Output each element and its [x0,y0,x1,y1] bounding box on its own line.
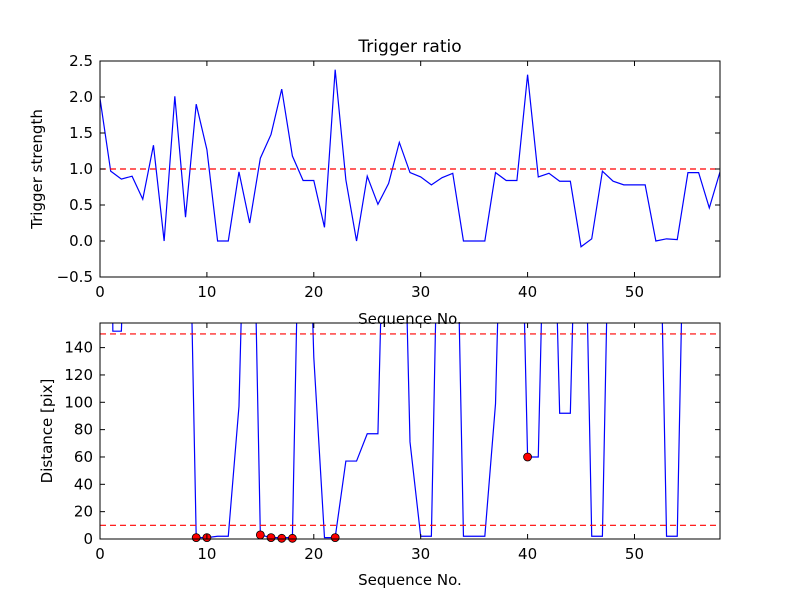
y-tick-label: 140 [64,339,93,357]
y-tick-label: 1.0 [69,160,93,178]
plot-area: 0 10 20 30 40 50 −0.5 0.0 0.5 1.0 1.5 2.0 2.5 [57,52,721,301]
y-tick-label: 2.0 [69,88,93,106]
series-line [112,323,683,539]
x-tick-label: 50 [625,545,644,563]
data-point [277,533,287,543]
x-axis-label: Sequence No. [358,571,462,589]
y-tick-label: 1.5 [69,124,93,142]
x-tick-label: 20 [304,545,323,563]
x-tick-label: 50 [625,283,644,301]
x-tick-label: 20 [304,283,323,301]
x-tick-label: 40 [518,545,537,563]
y-tick-label: −0.5 [57,268,93,286]
y-tick-label: 0 [83,530,93,548]
x-axis-label: Sequence No. [358,310,462,328]
trigger-ratio-chart: Trigger ratio Trigger strength Sequence … [28,37,721,328]
y-axis-label: Trigger strength [28,109,46,230]
series-line [100,69,720,248]
data-layer [100,323,720,539]
x-tick-label: 0 [95,283,105,301]
data-point [266,533,276,543]
data-point [330,533,340,543]
y-tick-label: 80 [74,421,93,439]
data-point [191,533,201,543]
y-axis-label: Distance [pix] [38,379,56,484]
y-tick-label: 60 [74,448,93,466]
distance-chart: Distance [pix] Sequence No. 0 10 20 30 40 500… [38,322,721,589]
y-tick-label: 0.0 [69,232,93,250]
data-point [255,530,265,540]
y-tick-label: 120 [64,366,93,384]
x-tick-label: 0 [95,545,105,563]
x-tick-label: 30 [411,283,430,301]
chart-title: Trigger ratio [357,37,461,57]
data-point [523,452,532,462]
y-tick-label: 40 [74,475,93,493]
x-tick-label: 30 [411,545,430,563]
plot-area: 0 10 20 30 40 50 0 20 40 60 80 100 120 140 [64,322,721,563]
y-tick-label: 0.5 [69,196,93,214]
y-tick-label: 20 [74,503,93,521]
data-point [288,533,297,543]
plot-frame [99,322,721,540]
x-tick-label: 10 [197,283,216,301]
y-tick-label: 100 [64,393,93,411]
x-tick-label: 40 [518,283,537,301]
data-layer [100,69,720,248]
x-tick-label: 10 [197,545,216,563]
y-tick-label: 2.5 [69,52,93,70]
